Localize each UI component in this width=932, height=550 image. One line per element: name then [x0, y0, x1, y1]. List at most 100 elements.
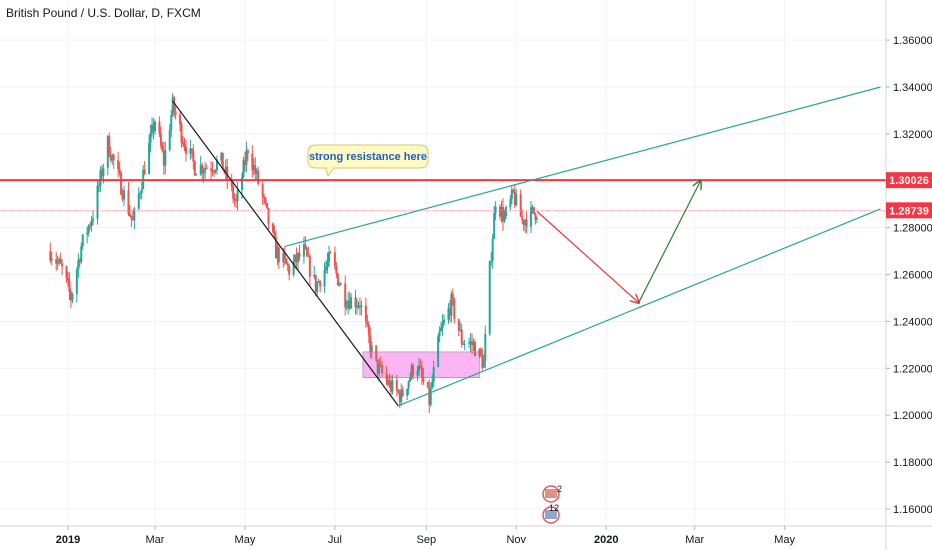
candle-body	[356, 306, 359, 308]
candle-body	[221, 152, 224, 170]
candle-body	[429, 387, 432, 405]
candle-body	[419, 365, 422, 368]
candle-body	[252, 165, 255, 171]
x-tick-label: Jul	[328, 534, 342, 546]
callout-strong-resistance[interactable]: strong resistance here	[307, 144, 429, 178]
candle-body	[224, 166, 227, 173]
candle-body	[80, 246, 83, 263]
candle-body	[283, 252, 286, 259]
candle-body	[50, 258, 53, 261]
candle-body	[426, 381, 429, 388]
candle-body	[182, 142, 185, 145]
candle-body	[96, 185, 99, 219]
candle-body	[162, 150, 165, 166]
candle-body	[500, 206, 503, 217]
candle-body	[204, 168, 207, 172]
price-label-bg	[886, 202, 932, 219]
candle-body	[385, 373, 388, 380]
candle-body	[71, 293, 74, 301]
candle-body	[459, 329, 462, 331]
candle-body	[531, 207, 534, 209]
chart-title: British Pound / U.S. Dollar, D, FXCM	[6, 6, 201, 20]
candle-body	[59, 259, 62, 264]
candle-body	[55, 258, 58, 264]
candle-body	[441, 323, 444, 328]
candle-body	[503, 216, 506, 222]
downtrend-line[interactable]	[172, 100, 399, 407]
candle-body	[75, 269, 78, 294]
candle-body	[499, 206, 502, 217]
candle-body	[251, 153, 254, 171]
candle-body	[375, 345, 378, 360]
candle-body	[192, 151, 195, 162]
candle-body	[180, 124, 183, 143]
candle-body	[123, 190, 126, 200]
x-tick-label: Mar	[146, 534, 165, 546]
candle-body	[127, 190, 130, 214]
candle-body	[328, 252, 330, 262]
candle-body	[323, 269, 326, 287]
projection-up-arrow[interactable]	[638, 181, 701, 303]
candle-body	[230, 180, 233, 186]
candle-body	[438, 331, 441, 337]
candle-body	[333, 252, 336, 266]
candle-body	[417, 365, 420, 372]
candle-body	[267, 208, 270, 224]
candle-body	[484, 334, 487, 362]
lower-channel-line[interactable]	[398, 208, 881, 407]
candle-body	[412, 365, 415, 376]
candle-body	[285, 258, 288, 264]
event-badge-2[interactable]: 12	[542, 503, 560, 524]
candle-body	[379, 364, 382, 366]
candle-body	[168, 130, 171, 151]
price-axis[interactable]: 1.360001.340001.320001.300001.280001.260…	[886, 35, 932, 516]
time-axis[interactable]: 2019 Mar May Jul Sep Nov 2020 Mar May	[56, 526, 796, 546]
candle-body	[117, 160, 120, 169]
x-tick-label: Mar	[685, 534, 704, 546]
callout-bubble	[307, 144, 429, 178]
candle-body	[481, 355, 484, 368]
trendline-drawings[interactable]	[0, 86, 886, 407]
candle-body	[100, 170, 103, 177]
candle-body	[398, 392, 401, 403]
candle-body	[407, 381, 410, 389]
candle-body	[494, 206, 497, 214]
upper-channel-line[interactable]	[284, 86, 881, 248]
y-tick-label: 1.22000	[893, 363, 932, 375]
candle-body	[294, 254, 297, 262]
candle-body	[350, 297, 353, 309]
event-badge-1[interactable]: 2	[542, 484, 562, 503]
candle-body	[397, 390, 400, 393]
y-tick-label: 1.32000	[893, 129, 932, 141]
candle-body	[183, 144, 186, 148]
candle-body	[348, 300, 351, 309]
candle-body	[432, 367, 435, 382]
candle-body	[297, 252, 300, 263]
candle-body	[448, 308, 451, 316]
candle-body	[58, 259, 61, 263]
candle-body	[271, 223, 274, 232]
candle-body	[357, 305, 360, 307]
candle-body	[190, 148, 193, 152]
candle-body	[49, 251, 52, 261]
candle-body	[521, 216, 524, 220]
candle-body	[179, 114, 182, 125]
candle-body	[77, 260, 80, 270]
candle-body	[522, 219, 525, 226]
candle-body	[420, 367, 423, 377]
candle-body	[326, 261, 329, 267]
candle-body	[409, 377, 412, 382]
candle-body	[292, 261, 295, 275]
projection-down-arrow[interactable]	[536, 210, 639, 302]
candle-body	[378, 364, 381, 374]
us-flag-icon	[545, 510, 557, 519]
candle-body	[339, 283, 342, 285]
candle-body	[395, 380, 398, 391]
candle-body	[453, 299, 456, 320]
candle-body	[313, 274, 316, 277]
event-count: 2	[557, 484, 562, 494]
candle-body	[460, 329, 463, 344]
y-tick-label: 1.26000	[893, 270, 932, 282]
candle-body	[154, 121, 156, 132]
